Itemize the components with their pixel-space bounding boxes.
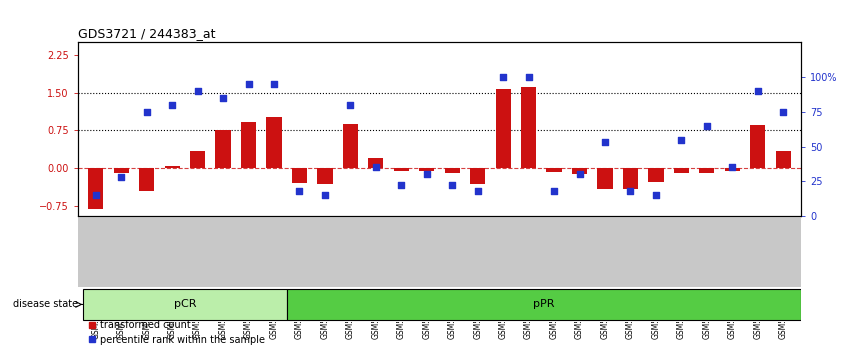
Bar bbox=[317, 168, 333, 184]
Bar bbox=[190, 150, 205, 168]
Point bbox=[344, 102, 358, 108]
Point bbox=[139, 109, 153, 115]
Point bbox=[496, 74, 510, 80]
Bar bbox=[649, 168, 663, 182]
Point bbox=[242, 81, 255, 87]
Bar bbox=[394, 168, 409, 171]
Point bbox=[114, 174, 128, 180]
Bar bbox=[495, 89, 511, 168]
Bar bbox=[113, 168, 129, 173]
Point bbox=[293, 188, 307, 194]
Point bbox=[598, 139, 612, 145]
Bar bbox=[699, 168, 714, 173]
Bar bbox=[419, 168, 435, 171]
Bar bbox=[623, 168, 638, 189]
Point bbox=[420, 171, 434, 177]
Bar bbox=[521, 87, 536, 168]
Bar bbox=[267, 117, 281, 168]
Bar bbox=[287, 289, 801, 320]
Point bbox=[318, 192, 332, 198]
Bar bbox=[750, 125, 766, 168]
Point bbox=[776, 109, 790, 115]
Point bbox=[394, 183, 408, 188]
Point bbox=[624, 188, 637, 194]
Point bbox=[675, 137, 688, 142]
Legend: transformed count, percentile rank within the sample: transformed count, percentile rank withi… bbox=[83, 316, 269, 349]
Point bbox=[445, 183, 459, 188]
Text: disease state: disease state bbox=[13, 299, 79, 309]
Point bbox=[521, 74, 535, 80]
Bar bbox=[165, 166, 180, 168]
Bar bbox=[139, 168, 154, 191]
Bar bbox=[444, 168, 460, 173]
Point bbox=[191, 88, 204, 94]
Point bbox=[649, 192, 662, 198]
Bar bbox=[368, 158, 384, 168]
Bar bbox=[674, 168, 689, 173]
Text: pCR: pCR bbox=[173, 299, 196, 309]
Point bbox=[547, 188, 561, 194]
Point bbox=[700, 123, 714, 129]
Text: GDS3721 / 244383_at: GDS3721 / 244383_at bbox=[78, 27, 216, 40]
Point bbox=[751, 88, 765, 94]
Point bbox=[216, 95, 230, 101]
Bar bbox=[470, 168, 485, 184]
Point bbox=[369, 165, 383, 170]
Point bbox=[572, 171, 586, 177]
Bar bbox=[343, 124, 358, 168]
Bar bbox=[292, 168, 307, 183]
Bar bbox=[83, 289, 287, 320]
Bar bbox=[725, 168, 740, 171]
Bar bbox=[88, 168, 103, 210]
Point bbox=[89, 192, 103, 198]
Bar bbox=[776, 150, 791, 168]
Point bbox=[165, 102, 179, 108]
Point bbox=[267, 81, 281, 87]
Bar bbox=[572, 168, 587, 174]
Bar bbox=[546, 168, 562, 172]
Text: pPR: pPR bbox=[533, 299, 554, 309]
Point bbox=[726, 165, 740, 170]
Bar bbox=[241, 122, 256, 168]
Bar bbox=[216, 131, 230, 168]
Bar bbox=[598, 168, 612, 189]
Point bbox=[471, 188, 485, 194]
